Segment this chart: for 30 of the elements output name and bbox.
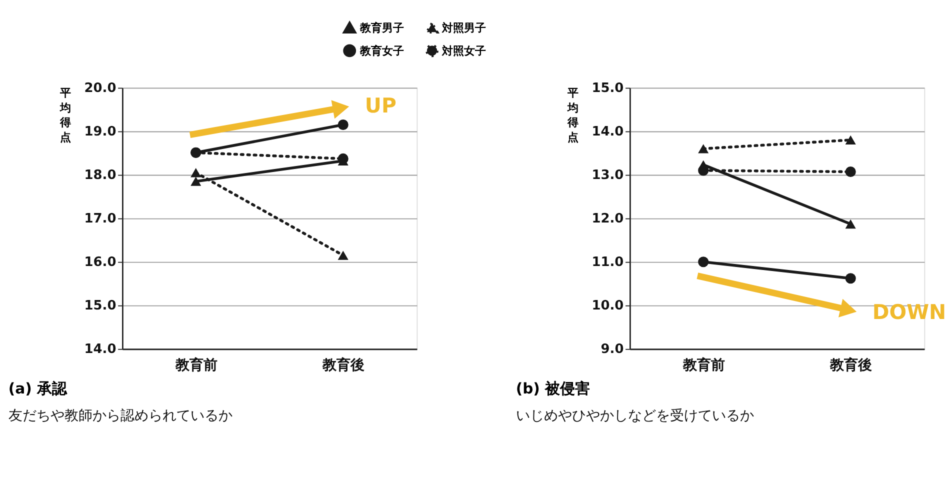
legend-label: 教育女子 [358,44,404,58]
text: (b) 被侵害 [516,379,590,398]
y-tick-label: 14.0 [592,124,624,140]
x-tick-label: 教育前 [174,356,218,374]
y-tick-label: 20.0 [84,80,116,96]
legend-label: 対照男子 [441,21,486,34]
y-tick-label: 12.0 [592,212,624,226]
legend-label: 対照女子 [441,44,486,58]
legend-label: 教育男子 [358,21,404,34]
y-tick-label: 14.0 [84,342,116,358]
y-tick-label: 10.0 [592,298,624,314]
annotation: DOWN [872,300,946,324]
y-tick-label: 15.0 [84,298,116,314]
y-tick-label: 11.0 [592,255,624,270]
y-tick-label: 16.0 [84,255,116,270]
y-tick-label: 19.0 [84,124,116,140]
y-tick-label: 13.0 [592,168,624,183]
y-tick-label: 18.0 [84,168,116,183]
y-tick-label: 17.0 [84,212,116,226]
annotation: UP [364,94,396,118]
y-axis-title: 平均得点 [566,86,578,144]
y-axis-title: 平均得点 [58,86,71,144]
text: (a) 承認 [8,380,68,398]
y-tick-label: 9.0 [600,342,624,358]
text: いじめやひやかしなどを受けているか [516,408,754,424]
x-tick-label: 教育前 [682,356,725,374]
y-tick-label: 15.0 [592,80,624,96]
x-tick-label: 教育後 [829,356,872,374]
text: 友だちや教師から認められているか [8,408,232,424]
x-tick-label: 教育後 [322,356,365,374]
